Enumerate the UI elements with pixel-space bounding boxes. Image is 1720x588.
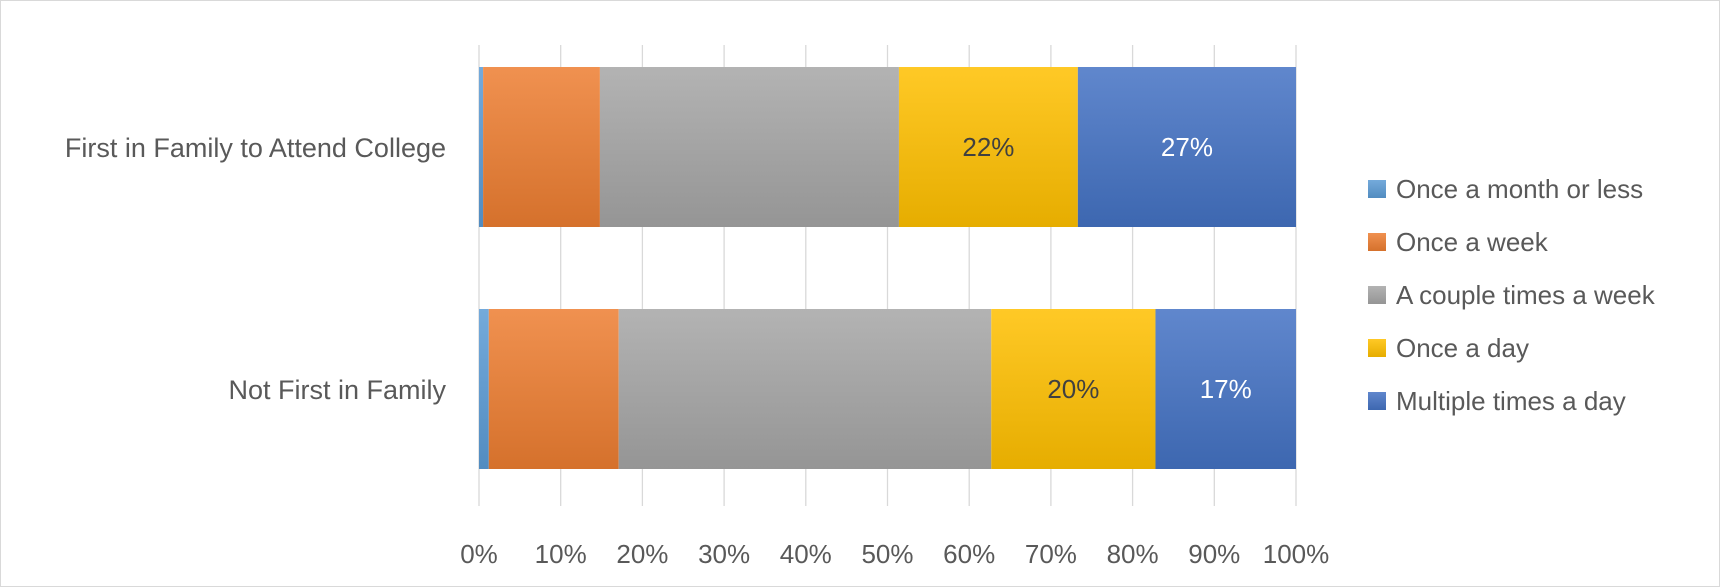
legend-label: Once a week [1396,227,1549,257]
x-tick-label: 90% [1188,539,1240,569]
legend-label: Once a month or less [1396,174,1643,204]
legend-swatch [1368,286,1386,304]
x-tick-label: 10% [535,539,587,569]
legend-label: A couple times a week [1396,280,1656,310]
bars [479,67,1296,469]
x-tick-label: 50% [861,539,913,569]
bar-once-a-day-2 [991,309,1156,469]
category-axis: First in Family to Attend College Not Fir… [65,133,447,405]
legend: Once a month or less Once a week A couple … [1368,174,1656,416]
bar-a-couple-times-a-week-2 [618,309,992,469]
legend-swatch [1368,392,1386,410]
x-tick-label: 80% [1107,539,1159,569]
bar-once-a-month-or-less-1 [479,67,484,227]
data-label: 27% [1161,132,1213,162]
x-tick-label: 20% [616,539,668,569]
x-tick-label: 60% [943,539,995,569]
value-axis: 0% 10% 20% 30% 40% 50% 60% 70% 80% 90% 100% [460,539,1329,569]
legend-label: Once a day [1396,333,1529,363]
legend-swatch [1368,180,1386,198]
x-tick-label: 70% [1025,539,1077,569]
data-label: 22% [962,132,1014,162]
data-label: 20% [1047,374,1099,404]
data-label: 17% [1200,374,1252,404]
legend-swatch [1368,339,1386,357]
bar-once-a-month-or-less-2 [479,309,489,469]
bar-once-a-week-1 [483,67,600,227]
x-tick-label: 100% [1263,539,1330,569]
bar-multiple-times-a-day-1 [1077,67,1296,227]
x-tick-label: 0% [460,539,498,569]
bar-multiple-times-a-day-2 [1155,309,1296,469]
data-labels: 22% 27% 20% 17% [962,132,1251,404]
bar-once-a-week-2 [488,309,619,469]
bar-once-a-day-1 [898,67,1078,227]
x-tick-label: 40% [780,539,832,569]
category-label: First in Family to Attend College [65,133,446,163]
legend-label: Multiple times a day [1396,386,1626,416]
legend-swatch [1368,233,1386,251]
category-label: Not First in Family [228,375,446,405]
bar-a-couple-times-a-week-1 [599,67,899,227]
x-tick-label: 30% [698,539,750,569]
